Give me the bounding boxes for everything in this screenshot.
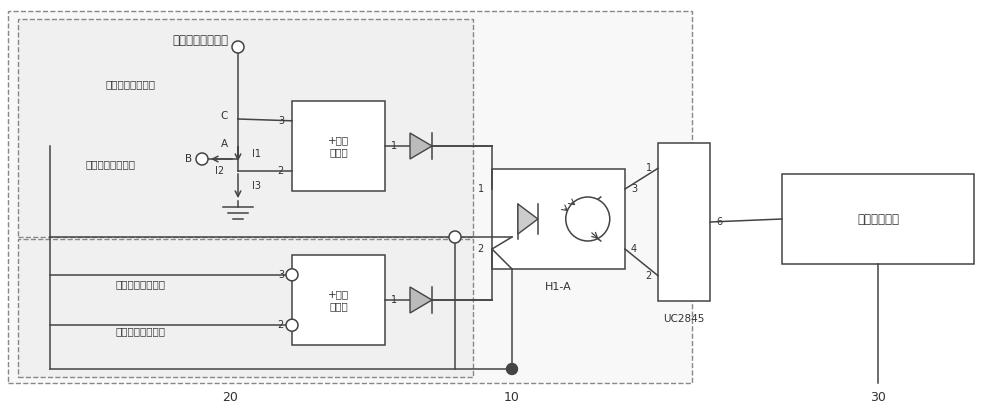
Text: I2: I2 [215,166,225,176]
Text: +第二
比较器: +第二 比较器 [328,135,349,157]
Text: UC2845: UC2845 [663,314,705,324]
Text: 女偶充电电压信号: 女偶充电电压信号 [105,79,155,89]
Text: 充电电流控制信号: 充电电流控制信号 [115,326,165,336]
Text: 30: 30 [870,391,886,403]
Text: 1: 1 [391,295,397,305]
Bar [658,143,710,301]
Text: I3: I3 [252,181,261,191]
Circle shape [196,153,208,165]
Polygon shape [410,133,432,159]
Bar [292,101,385,191]
Text: 双管正激电路: 双管正激电路 [857,212,899,225]
Text: 3: 3 [278,116,284,126]
Circle shape [232,41,244,53]
Text: B: B [185,154,192,164]
Circle shape [449,231,461,243]
Polygon shape [410,287,432,313]
Text: 3: 3 [631,184,637,194]
Text: I1: I1 [252,149,261,159]
Text: 2: 2 [646,271,652,281]
Text: 4: 4 [631,244,637,254]
Polygon shape [518,204,538,234]
Text: 温度补偿控制信号: 温度补偿控制信号 [85,159,135,169]
Bar [18,19,473,237]
Bar [492,169,625,269]
Text: 2: 2 [278,320,284,330]
Text: A: A [221,139,228,149]
Text: 10: 10 [504,391,520,403]
Bar [292,255,385,345]
Circle shape [507,364,518,375]
Bar [18,239,473,377]
Text: 1: 1 [391,141,397,151]
Bar [8,11,692,383]
Text: +第一
比较器: +第一 比较器 [328,289,349,311]
Circle shape [286,269,298,281]
Text: C: C [221,111,228,121]
Text: 1: 1 [646,163,652,173]
Text: 6: 6 [716,217,722,227]
Text: H1-A: H1-A [545,282,572,292]
Text: 2: 2 [278,166,284,176]
Circle shape [566,197,610,241]
Circle shape [286,319,298,331]
Text: 3: 3 [278,270,284,280]
Text: 20: 20 [222,391,238,403]
Bar [782,174,974,264]
Text: 女偶充电电流信号: 女偶充电电流信号 [115,279,165,289]
Text: 充电电压控制信号: 充电电压控制信号 [172,34,228,47]
Text: 1: 1 [478,184,484,194]
Text: 2: 2 [478,244,484,254]
